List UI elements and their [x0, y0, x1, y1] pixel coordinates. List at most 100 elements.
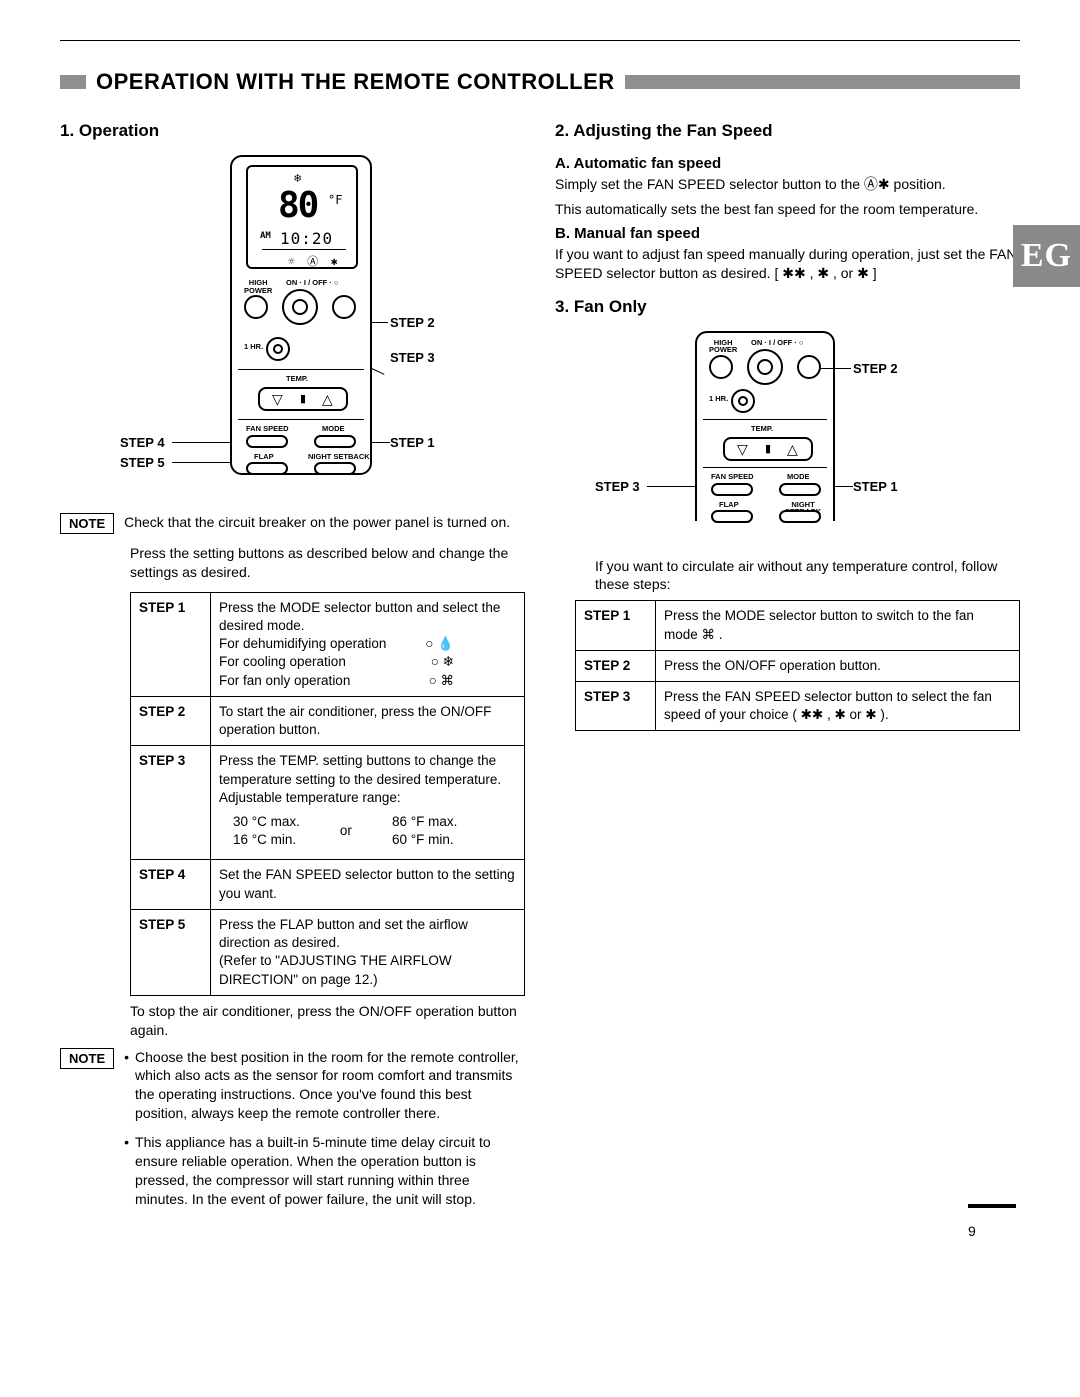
- or-label: or: [340, 822, 352, 840]
- step-cell: STEP 5: [131, 909, 211, 995]
- table-row: STEP 2 Press the ON/OFF operation button…: [576, 650, 1020, 681]
- temp-down-icon: ▽: [272, 391, 283, 408]
- note2-item2: This appliance has a built-in 5-minute t…: [135, 1133, 525, 1209]
- btn-night-setback: [314, 462, 356, 475]
- remote-diagram-1: STEP 4 STEP 5 STEP 2 STEP 3 STEP 1 ❄ 80 …: [120, 155, 525, 485]
- btn-high-power: [244, 295, 268, 319]
- btn-on-off: [282, 289, 318, 325]
- lcd-temp: 80: [278, 185, 317, 226]
- callout-line: [647, 486, 697, 487]
- temp-up-icon: △: [787, 441, 798, 458]
- section-title-bar: OPERATION WITH THE REMOTE CONTROLLER: [60, 69, 1020, 95]
- note1-text: Check that the circuit breaker on the po…: [124, 513, 525, 532]
- page-number-bar: [968, 1204, 1016, 1208]
- remote-diagram-2: STEP 2 STEP 1 STEP 3 HIGH POWER ON · I /…: [595, 331, 1020, 541]
- mode-label: For cooling operation: [219, 653, 346, 671]
- note-label: NOTE: [60, 513, 114, 534]
- callout-step1: STEP 1: [390, 435, 435, 450]
- step3-text: Press the TEMP. setting buttons to chang…: [219, 753, 501, 786]
- left-column: 1. Operation STEP 4 STEP 5 STEP 2 STEP 3…: [60, 117, 525, 1219]
- droplet-icon: ○ 💧: [425, 635, 454, 653]
- callout-step3: STEP 3: [595, 479, 640, 494]
- snowflake-icon: ○ ❄: [431, 653, 454, 671]
- section2a-text2: This automatically sets the best fan spe…: [555, 200, 1020, 219]
- lcd-am: AM: [260, 231, 271, 241]
- label-night-setback: NIGHT SETBACK: [308, 453, 370, 461]
- btn-temp-box: ▽ ▮ △: [258, 387, 348, 411]
- callout-step1: STEP 1: [853, 479, 898, 494]
- title-bar-left: [60, 75, 86, 89]
- note-row-2: NOTE • Choose the best position in the r…: [60, 1048, 525, 1209]
- label-flap: FLAP: [254, 453, 274, 461]
- remote2-body: HIGH POWER ON · I / OFF · ○ 1 HR. TEMP. …: [695, 331, 835, 521]
- section2a-text1: Simply set the FAN SPEED selector button…: [555, 175, 1020, 194]
- step-desc: Press the FLAP button and set the airflo…: [211, 909, 525, 995]
- temp-down-icon: ▽: [737, 441, 748, 458]
- label-on-off: ON · I / OFF · ○: [751, 339, 803, 347]
- step-cell: STEP 3: [131, 746, 211, 860]
- btn-indicator: [332, 295, 356, 319]
- right-column: 2. Adjusting the Fan Speed A. Automatic …: [555, 117, 1020, 1219]
- table-row: STEP 1 Press the MODE selector button to…: [576, 601, 1020, 650]
- bullet-icon: •: [124, 1048, 129, 1124]
- after-table-text: To stop the air conditioner, press the O…: [130, 1002, 525, 1040]
- btn-temp-box: ▽ ▮ △: [723, 437, 813, 461]
- step-desc: Press the TEMP. setting buttons to chang…: [211, 746, 525, 860]
- lcd-snow-icon: ❄: [294, 171, 301, 185]
- table-row: STEP 1 Press the MODE selector button an…: [131, 592, 525, 696]
- step-cell: STEP 1: [131, 592, 211, 696]
- lcd-divider: [262, 249, 346, 250]
- step-desc: Press the ON/OFF operation button.: [656, 650, 1020, 681]
- label-fan-speed: FAN SPEED: [711, 473, 754, 481]
- page-number: 9: [968, 1207, 1020, 1239]
- callout-line: [172, 442, 232, 443]
- remote-body: ❄ 80 °F AM 10:20 ☼ Ⓐ ✱ HIGH POWER ON · I…: [230, 155, 372, 475]
- note1b: Press the setting buttons as described b…: [130, 544, 525, 582]
- btn-mode: [779, 483, 821, 496]
- btn-1hr: [266, 337, 290, 361]
- remote-divider: [238, 419, 364, 420]
- step-desc: To start the air conditioner, press the …: [211, 696, 525, 745]
- btn-flap: [246, 462, 288, 475]
- section3-intro: If you want to circulate air without any…: [595, 557, 1020, 595]
- page-title: OPERATION WITH THE REMOTE CONTROLLER: [86, 69, 625, 95]
- step-desc: Press the MODE selector button and selec…: [211, 592, 525, 696]
- section2a-heading: A. Automatic fan speed: [555, 155, 1020, 172]
- language-tab: EG: [1013, 225, 1080, 287]
- btn-night-setback: [779, 510, 821, 523]
- step-cell: STEP 2: [131, 696, 211, 745]
- table-row: STEP 5 Press the FLAP button and set the…: [131, 909, 525, 995]
- f-max: 86 °F max.: [392, 813, 457, 831]
- table-row: STEP 4 Set the FAN SPEED selector button…: [131, 860, 525, 909]
- step-desc: Press the MODE selector button to switch…: [656, 601, 1020, 650]
- step-desc: Set the FAN SPEED selector button to the…: [211, 860, 525, 909]
- label-1hr: 1 HR.: [709, 395, 728, 403]
- note2-item1: Choose the best position in the room for…: [135, 1048, 525, 1124]
- fan-icon: ○ ⌘: [429, 672, 454, 690]
- step1-intro: Press the MODE selector button and selec…: [219, 600, 500, 633]
- operation-steps-table: STEP 1 Press the MODE selector button an…: [130, 592, 525, 996]
- step-cell: STEP 4: [131, 860, 211, 909]
- label-high-power: HIGH POWER: [709, 339, 737, 354]
- label-temp: TEMP.: [751, 425, 773, 433]
- step-cell: STEP 2: [576, 650, 656, 681]
- remote-divider: [703, 467, 827, 468]
- step-cell: STEP 1: [576, 601, 656, 650]
- section2b-text: If you want to adjust fan speed manually…: [555, 245, 1020, 283]
- note-row-1: NOTE Check that the circuit breaker on t…: [60, 513, 525, 534]
- callout-line: [833, 486, 853, 487]
- table-row: STEP 3 Press the FAN SPEED selector butt…: [576, 682, 1020, 731]
- title-bar-right: [625, 75, 1020, 89]
- remote-lcd: ❄ 80 °F AM 10:20 ☼ Ⓐ ✱: [246, 165, 358, 269]
- mode-label: For dehumidifying operation: [219, 635, 386, 653]
- label-fan-speed: FAN SPEED: [246, 425, 289, 433]
- top-rule: [60, 40, 1020, 41]
- label-mode: MODE: [322, 425, 345, 433]
- lcd-time: 10:20: [280, 229, 333, 248]
- label-flap: FLAP: [719, 501, 739, 509]
- c-min: 16 °C min.: [233, 831, 300, 849]
- page-number-value: 9: [968, 1223, 976, 1239]
- section2-heading: 2. Adjusting the Fan Speed: [555, 121, 1020, 141]
- temp-bar-icon: ▮: [300, 392, 306, 405]
- btn-on-off: [747, 349, 783, 385]
